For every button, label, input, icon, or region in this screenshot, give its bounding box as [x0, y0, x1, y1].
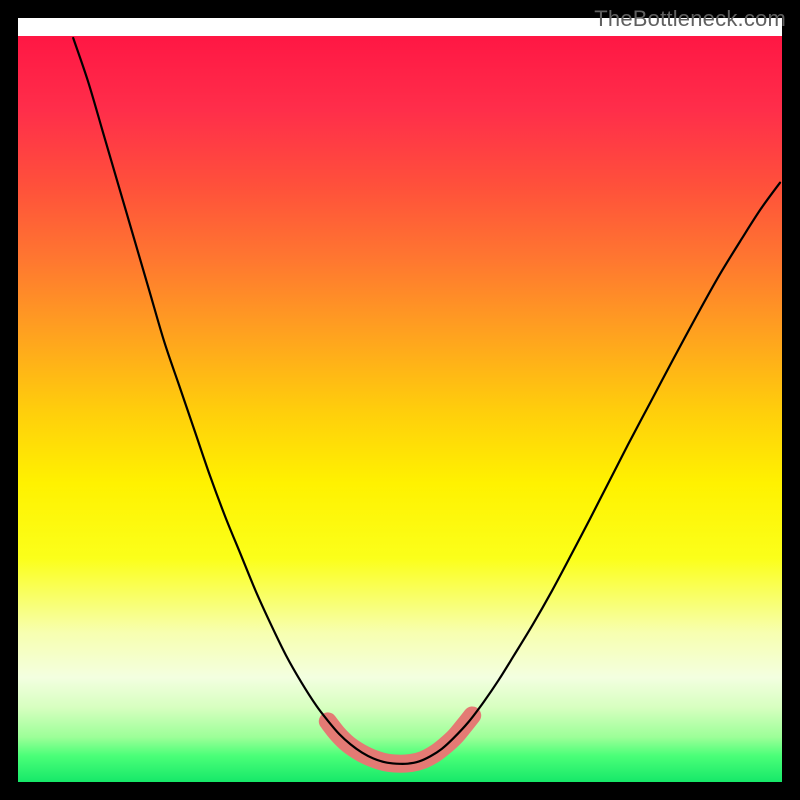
series-black-curve — [73, 38, 780, 764]
series-group — [73, 38, 780, 764]
watermark-text: TheBottleneck.com — [594, 6, 786, 32]
chart-border — [9, 9, 791, 791]
chart-svg — [0, 0, 800, 800]
chart-figure: TheBottleneck.com — [0, 0, 800, 800]
